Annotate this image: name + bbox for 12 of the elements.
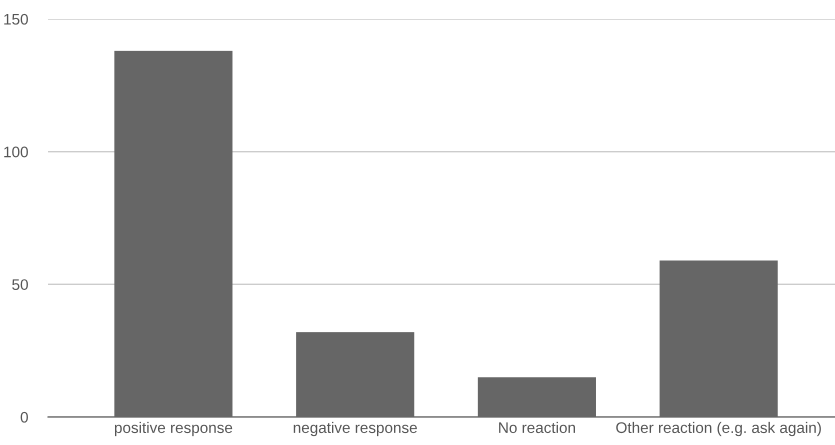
y-tick-label: 100: [4, 146, 28, 158]
y-tick-label: 0: [20, 412, 28, 423]
bar: [296, 332, 414, 417]
x-tick-label: No reaction: [499, 422, 575, 434]
x-tick-label: negative response: [294, 422, 417, 436]
y-tick-label: 150: [4, 14, 28, 25]
x-tick-label: Other reaction (e.g. ask again): [616, 422, 821, 436]
bar: [660, 260, 778, 417]
x-tick-label: positive response: [114, 422, 232, 436]
bar: [478, 377, 596, 417]
y-tick-label: 50: [12, 279, 28, 290]
bar: [114, 50, 232, 417]
